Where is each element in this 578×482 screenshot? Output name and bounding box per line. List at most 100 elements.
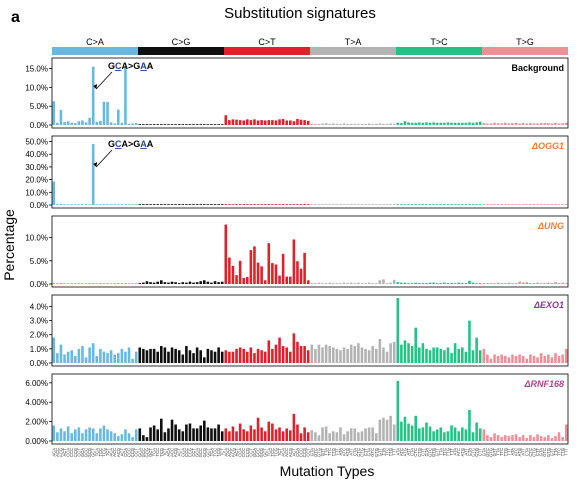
bar [246, 351, 249, 363]
bar [213, 124, 217, 125]
bar [342, 282, 346, 284]
x-tick-label: GCC [256, 448, 261, 457]
bar [364, 348, 367, 363]
bar [63, 283, 66, 284]
bar [206, 427, 210, 441]
bar [439, 427, 443, 441]
bar [66, 121, 70, 125]
signature-panel: 0.0% 5.0% 10.0% ΔUNG [25, 215, 569, 289]
y-axis-label: Percentage [1, 209, 17, 281]
x-tick-label: CCC [69, 448, 74, 457]
bar [256, 417, 260, 441]
bar [421, 122, 425, 125]
bar [181, 431, 185, 441]
x-tick-label: TCG [159, 448, 164, 457]
bar [410, 122, 414, 125]
bar [561, 282, 564, 284]
bar [464, 429, 468, 441]
bar [127, 123, 131, 125]
bar [253, 204, 256, 205]
category-label: T>C [430, 37, 448, 47]
bar [260, 120, 263, 125]
bar [213, 351, 217, 363]
bar [113, 354, 116, 363]
bar [56, 353, 59, 363]
bar [278, 427, 281, 441]
x-tick-label: CCG [245, 448, 250, 457]
bar [360, 431, 364, 441]
bar [163, 282, 167, 284]
panel-letter: a [11, 9, 20, 26]
bar [432, 282, 435, 284]
bar [464, 204, 468, 205]
bar [371, 123, 374, 125]
bar [489, 204, 493, 205]
bar [543, 123, 546, 125]
x-tick-label: ATA [453, 448, 458, 456]
x-tick-label: CCG [187, 448, 192, 457]
bar [292, 204, 296, 205]
bar [482, 348, 486, 363]
bar [532, 123, 536, 125]
bar [242, 277, 245, 284]
bar [482, 283, 486, 284]
bar [224, 204, 228, 205]
bar [299, 119, 303, 125]
bar [478, 350, 482, 363]
bar [145, 437, 149, 441]
bar [163, 204, 167, 205]
x-tick-label: TTT [392, 448, 397, 456]
bar [443, 282, 446, 284]
bar [134, 204, 138, 205]
bar [543, 355, 546, 363]
y-tick-label: 4.0% [30, 302, 48, 311]
bar [181, 204, 185, 205]
bar [342, 123, 346, 125]
x-tick-labels: ACAACCACGACTCCACCCCCGCCTGCAGCCGCGGCTTCAT… [51, 448, 568, 458]
x-tick-label: TTA [553, 448, 558, 456]
x-tick-label: GTA [367, 448, 372, 457]
bar [471, 350, 475, 363]
bar [102, 351, 106, 363]
bar [267, 421, 271, 441]
bar [432, 431, 435, 441]
bar [138, 204, 142, 205]
bar [274, 429, 278, 441]
bar [364, 123, 367, 125]
bar [342, 434, 346, 441]
bar [425, 122, 428, 125]
bar [238, 204, 242, 205]
x-tick-label: TCA [152, 448, 157, 457]
bar [396, 204, 400, 205]
bar [56, 122, 59, 125]
bar [117, 204, 120, 205]
bar [263, 204, 267, 205]
x-tick-label: TTT [334, 448, 339, 456]
bar [95, 204, 99, 205]
x-tick-label: CTT [535, 448, 540, 457]
x-tick-label: GTA [309, 448, 314, 457]
bar [547, 204, 550, 205]
bar [77, 348, 81, 363]
bar [88, 283, 91, 284]
x-tick-label: CTT [478, 448, 483, 457]
bar [418, 283, 421, 284]
bar [177, 124, 181, 125]
bar [106, 204, 109, 205]
bar [99, 283, 102, 284]
x-tick-label: TTG [388, 448, 393, 456]
x-tick-label: CCC [184, 448, 189, 457]
bar [557, 355, 561, 363]
mutation-annotation: GCA>GAA [108, 61, 154, 71]
y-tick-label: 15.0% [25, 65, 48, 74]
x-tick-label: CCG [130, 448, 135, 457]
bar [332, 283, 335, 284]
bar [263, 351, 267, 363]
x-tick-label: GTG [316, 448, 321, 457]
bar [285, 204, 288, 205]
bar [228, 257, 231, 284]
x-tick-label: ATA [395, 448, 400, 456]
bar [482, 123, 486, 125]
bar [428, 426, 432, 441]
bar [246, 119, 249, 125]
